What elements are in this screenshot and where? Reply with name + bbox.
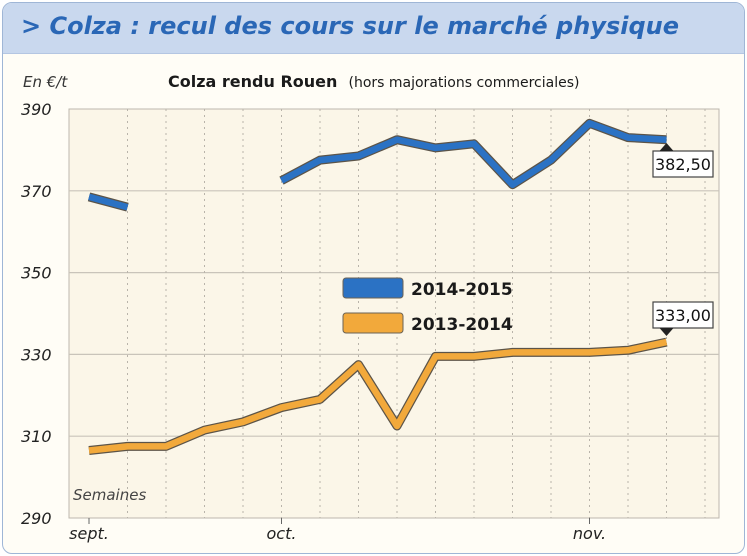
series-lines <box>87 118 668 455</box>
legend-label: 2013-2014 <box>411 315 513 335</box>
end-label-box <box>652 301 714 329</box>
end-label-pointer <box>659 328 674 336</box>
series-line <box>88 193 129 211</box>
end-label-box <box>652 150 714 178</box>
y-tick-label: 370 <box>21 182 52 201</box>
end-labels: 382,50 333,00 <box>652 143 714 336</box>
chart-subtitle: (hors majorations commerciales) <box>348 75 579 91</box>
chart-title-main: Colza rendu Rouen <box>168 72 337 91</box>
end-label-pointer <box>659 143 674 151</box>
legend: 2014-2015 2013-2014 <box>342 277 513 335</box>
y-axis-label: En €/t <box>23 73 68 91</box>
legend-swatch <box>342 277 404 299</box>
y-tick-label: 390 <box>21 100 52 119</box>
x-axis-label: Semaines <box>73 486 146 504</box>
y-tick-label: 290 <box>21 509 52 528</box>
chart-title: Colza rendu Rouen (hors majorations comm… <box>168 72 579 91</box>
x-tick-label: sept. <box>69 524 109 543</box>
y-tick-label: 330 <box>21 345 52 364</box>
end-label-value: 333,00 <box>655 306 711 325</box>
end-label-value: 382,50 <box>655 155 711 174</box>
x-tick-label: nov. <box>573 524 606 543</box>
y-tick-label: 310 <box>21 427 52 446</box>
x-tick-label: oct. <box>267 524 297 543</box>
y-tick-label: 350 <box>21 264 52 283</box>
series-line <box>88 338 668 454</box>
series-line <box>279 120 667 188</box>
banner-title: > Colza : recul des cours sur le marché … <box>21 12 680 40</box>
legend-swatch <box>342 312 404 334</box>
legend-label: 2014-2015 <box>411 280 513 300</box>
title-banner: > Colza : recul des cours sur le marché … <box>3 3 744 54</box>
